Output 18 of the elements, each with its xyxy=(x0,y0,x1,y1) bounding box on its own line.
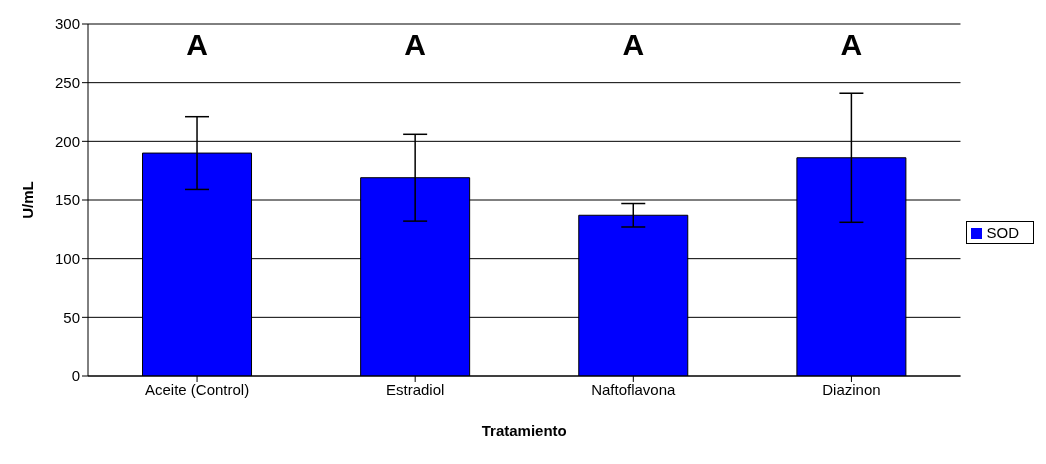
y-tick-label: 250 xyxy=(54,73,80,91)
y-tick-label: 100 xyxy=(54,249,80,267)
legend-label: SOD xyxy=(986,223,1019,241)
annotation: A xyxy=(622,28,645,62)
y-tick-label: 50 xyxy=(63,308,80,326)
x-tick-label: Estradiol xyxy=(386,380,445,398)
annotation: A xyxy=(404,28,427,62)
y-tick-label: 300 xyxy=(54,15,80,33)
annotation: A xyxy=(186,28,208,62)
y-tick-label: 150 xyxy=(54,191,80,209)
x-tick-label: Naftoflavona xyxy=(591,380,677,398)
y-tick-label: 0 xyxy=(71,367,80,385)
annotation: A xyxy=(840,28,863,62)
x-tick-label: Aceite (Control) xyxy=(144,380,250,398)
y-tick-label: 200 xyxy=(54,132,80,150)
x-tick-label: Diazinon xyxy=(822,380,881,398)
x-axis-title: Tratamiento xyxy=(481,422,567,439)
y-axis-title: U/mL xyxy=(19,181,37,219)
